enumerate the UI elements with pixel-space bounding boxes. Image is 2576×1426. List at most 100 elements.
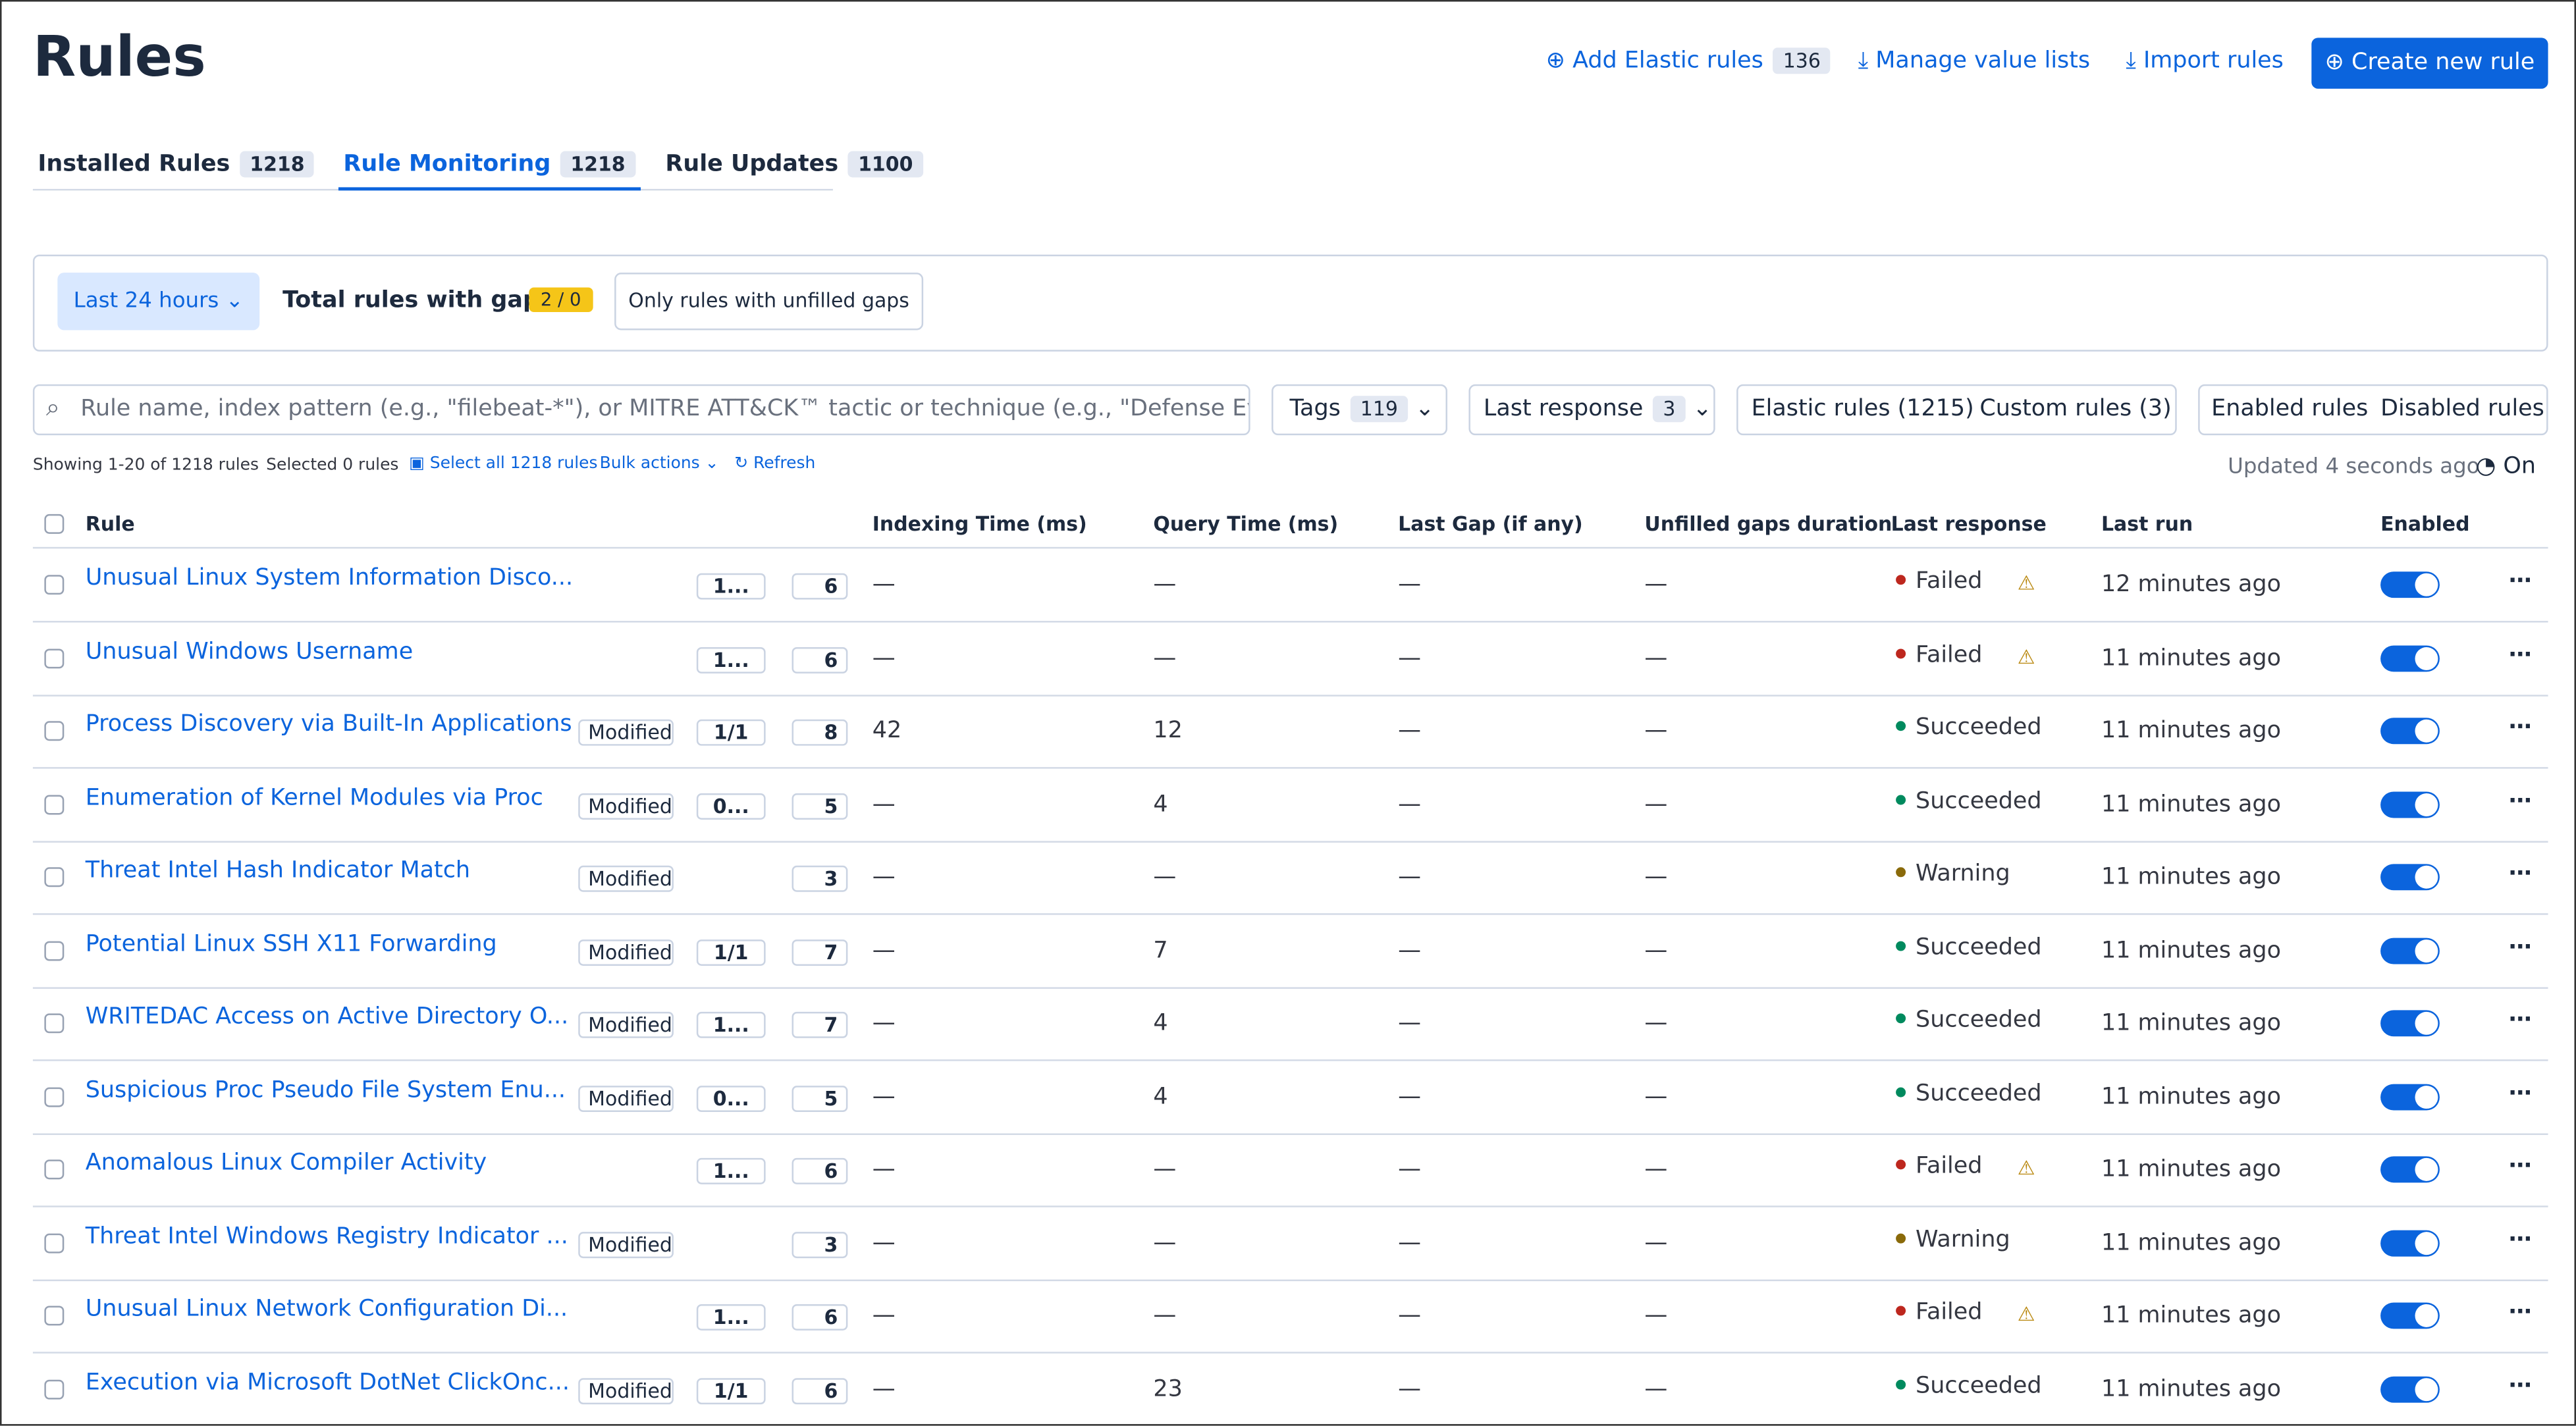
tags-count: 6 bbox=[792, 573, 848, 600]
rule-name[interactable]: Anomalous Linux Compiler Activity bbox=[85, 1149, 487, 1176]
enabled-toggle[interactable] bbox=[2380, 1229, 2440, 1256]
row-divider bbox=[32, 694, 2548, 696]
disabled-rules-filter[interactable]: Disabled rules bbox=[2380, 396, 2544, 423]
column-header[interactable]: Indexing Time (ms) bbox=[872, 512, 1087, 536]
unfilled-duration: — bbox=[1644, 1302, 1668, 1329]
row-checkbox[interactable] bbox=[44, 867, 65, 887]
row-actions[interactable]: ⋯ bbox=[2508, 1153, 2532, 1180]
range-picker[interactable]: Last 24 hours ⌄ bbox=[57, 273, 260, 330]
row-actions[interactable]: ⋯ bbox=[2508, 860, 2532, 887]
enabled-toggle[interactable] bbox=[2380, 1375, 2440, 1402]
enabled-toggle[interactable] bbox=[2380, 718, 2440, 745]
row-actions[interactable]: ⋯ bbox=[2508, 641, 2532, 668]
rule-name[interactable]: WRITEDAC Access on Active Directory O... bbox=[85, 1003, 569, 1030]
row-checkbox[interactable] bbox=[44, 575, 65, 595]
unfilled-toggle[interactable]: Only rules with unfilled gaps bbox=[614, 273, 924, 330]
integrations: 1/1 bbox=[696, 1377, 766, 1404]
toggle-knob bbox=[2415, 719, 2438, 743]
status-dot bbox=[1896, 867, 1906, 878]
refresh[interactable]: ↻ Refresh bbox=[734, 455, 816, 473]
integrations: 0... bbox=[696, 792, 766, 819]
custom-filter[interactable]: Custom rules (3) bbox=[1979, 396, 2172, 423]
enabled-toggle[interactable] bbox=[2380, 571, 2440, 598]
tags-filter[interactable]: Tags 119 ⌄ bbox=[1272, 384, 1448, 436]
enabled-toggle[interactable] bbox=[2380, 1010, 2440, 1037]
enabled-toggle[interactable] bbox=[2380, 1302, 2440, 1329]
status-dot bbox=[1896, 1379, 1906, 1389]
enabled-toggle[interactable] bbox=[2380, 1156, 2440, 1183]
column-header[interactable]: Last Gap (if any) bbox=[1398, 512, 1583, 536]
rule-name[interactable]: Process Discovery via Built-In Applicati… bbox=[85, 711, 572, 738]
search-field[interactable]: Rule name, index pattern (e.g., "filebea… bbox=[32, 384, 1250, 436]
row-actions[interactable]: ⋯ bbox=[2508, 787, 2532, 814]
tags-count: 7 bbox=[792, 938, 848, 965]
row-checkbox[interactable] bbox=[44, 794, 65, 814]
rule-name[interactable]: Potential Linux SSH X11 Forwarding bbox=[85, 930, 497, 957]
tab[interactable]: Installed Rules 1218 bbox=[38, 151, 315, 178]
row-actions[interactable]: ⋯ bbox=[2508, 934, 2532, 961]
select-all-checkbox[interactable] bbox=[44, 514, 65, 534]
rule-name[interactable]: Unusual Linux Network Configuration Di..… bbox=[85, 1296, 568, 1323]
row-checkbox[interactable] bbox=[44, 648, 65, 668]
query-time: 4 bbox=[1153, 791, 1168, 818]
manage-value-lists[interactable]: ⤓ Manage value lists bbox=[1858, 47, 2091, 74]
row-actions[interactable]: ⋯ bbox=[2508, 568, 2532, 595]
row-checkbox[interactable] bbox=[44, 1159, 65, 1180]
toggle-knob bbox=[2415, 646, 2438, 670]
rule-name[interactable]: Enumeration of Kernel Modules via Proc bbox=[85, 784, 543, 811]
elastic-filter[interactable]: Elastic rules (1215) bbox=[1751, 396, 1974, 423]
rule-name[interactable]: Unusual Windows Username bbox=[85, 638, 414, 665]
add-label: Add Elastic rules bbox=[1572, 47, 1763, 74]
bulk-actions[interactable]: Bulk actions ⌄ bbox=[599, 455, 719, 473]
row-actions[interactable]: ⋯ bbox=[2508, 1080, 2532, 1107]
response-filter[interactable]: Last response 3 ⌄ bbox=[1468, 384, 1715, 436]
tab[interactable]: Rule Monitoring 1218 bbox=[343, 151, 635, 178]
tags-count: 6 bbox=[792, 1304, 848, 1331]
row-checkbox[interactable] bbox=[44, 1086, 65, 1107]
modified-badge: Modified bbox=[578, 1084, 674, 1111]
row-actions[interactable]: ⋯ bbox=[2508, 1007, 2532, 1034]
enabled-toggle[interactable] bbox=[2380, 864, 2440, 891]
last-gap: — bbox=[1398, 1375, 1422, 1402]
column-header[interactable]: Enabled bbox=[2380, 512, 2470, 536]
indexing-time: — bbox=[872, 1083, 896, 1110]
last-run: 11 minutes ago bbox=[2101, 1375, 2281, 1402]
auto-refresh[interactable]: ◔ On bbox=[2475, 453, 2536, 480]
tab[interactable]: Rule Updates 1100 bbox=[665, 151, 923, 178]
row-actions[interactable]: ⋯ bbox=[2508, 1372, 2532, 1399]
rule-name[interactable]: Threat Intel Windows Registry Indicator … bbox=[85, 1223, 568, 1250]
row-actions[interactable]: ⋯ bbox=[2508, 714, 2532, 741]
import-rules[interactable]: ⤓ Import rules bbox=[2126, 47, 2284, 74]
enabled-rules-filter[interactable]: Enabled rules bbox=[2211, 396, 2369, 423]
integrations: 0... bbox=[696, 1084, 766, 1111]
column-header[interactable]: Unfilled gaps duration bbox=[1644, 512, 1892, 536]
rule-name[interactable]: Execution via Microsoft DotNet ClickOnc.… bbox=[85, 1369, 570, 1396]
column-header[interactable]: Last response bbox=[1891, 512, 2047, 536]
enabled-toggle[interactable] bbox=[2380, 1083, 2440, 1110]
enabled-toggle[interactable] bbox=[2380, 937, 2440, 964]
toggle-knob bbox=[2415, 1230, 2438, 1254]
integrations: 1/1 bbox=[696, 938, 766, 965]
modified-badge: Modified bbox=[578, 792, 674, 819]
row-checkbox[interactable] bbox=[44, 1232, 65, 1253]
column-header[interactable]: Rule bbox=[85, 512, 135, 536]
row-actions[interactable]: ⋯ bbox=[2508, 1226, 2532, 1253]
row-checkbox[interactable] bbox=[44, 721, 65, 741]
select-all[interactable]: ▣ Select all 1218 rules bbox=[409, 455, 598, 473]
create-rule-button[interactable]: ⊕ Create new rule bbox=[2311, 38, 2548, 89]
rule-name[interactable]: Unusual Linux System Information Disco..… bbox=[85, 565, 574, 592]
last-response: Warning bbox=[1916, 860, 2010, 887]
enabled-toggle[interactable] bbox=[2380, 791, 2440, 818]
row-divider bbox=[32, 621, 2548, 623]
add-elastic-rules[interactable]: ⊕ Add Elastic rules 136 bbox=[1546, 47, 1831, 74]
row-checkbox[interactable] bbox=[44, 1306, 65, 1326]
column-header[interactable]: Last run bbox=[2101, 512, 2193, 536]
rule-name[interactable]: Suspicious Proc Pseudo File System Enu..… bbox=[85, 1076, 566, 1103]
row-actions[interactable]: ⋯ bbox=[2508, 1299, 2532, 1326]
row-checkbox[interactable] bbox=[44, 940, 65, 961]
row-checkbox[interactable] bbox=[44, 1379, 65, 1399]
row-checkbox[interactable] bbox=[44, 1013, 65, 1034]
column-header[interactable]: Query Time (ms) bbox=[1153, 512, 1339, 536]
rule-name[interactable]: Threat Intel Hash Indicator Match bbox=[85, 857, 471, 884]
enabled-toggle[interactable] bbox=[2380, 645, 2440, 672]
